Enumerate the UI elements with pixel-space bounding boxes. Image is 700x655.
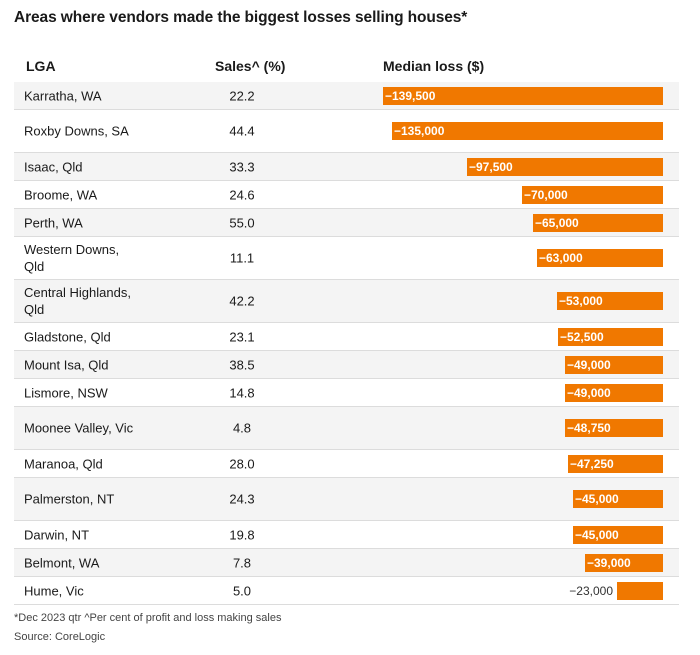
lga-name: Maranoa, Qld bbox=[24, 456, 103, 471]
sales-value: 44.4 bbox=[229, 123, 255, 139]
table-row: Moonee Valley, Vic 4.8 −48,750 bbox=[14, 407, 679, 450]
sales-value: 7.8 bbox=[232, 555, 252, 570]
table-row: Belmont, WA 7.8 −39,000 bbox=[14, 549, 679, 577]
sales-value: 24.3 bbox=[229, 491, 255, 507]
lga-name: Palmerston, NT bbox=[24, 491, 115, 507]
source-note: Source: CoreLogic bbox=[14, 631, 106, 643]
table-row: Roxby Downs, SA 44.4 −135,000 bbox=[14, 110, 679, 153]
loss-label: −70,000 bbox=[524, 187, 568, 202]
sales-value: 19.8 bbox=[229, 527, 255, 542]
loss-label: −23,000 bbox=[569, 583, 613, 598]
table-body: Karratha, WA 22.2 −139,500 Roxby Downs, SA 4… bbox=[14, 82, 679, 605]
lga-name: Karratha, WA bbox=[24, 88, 102, 103]
loss-bar bbox=[617, 581, 663, 600]
loss-bar: −139,500 bbox=[383, 86, 663, 105]
sales-value: 11.1 bbox=[229, 250, 255, 266]
loss-bar: −48,750 bbox=[565, 419, 663, 437]
table-row: Lismore, NSW 14.8 −49,000 bbox=[14, 379, 679, 407]
lga-name: Belmont, WA bbox=[24, 555, 100, 570]
loss-label: −45,000 bbox=[575, 492, 619, 506]
sales-value: 4.8 bbox=[232, 420, 252, 436]
table-row: Broome, WA 24.6 −70,000 bbox=[14, 181, 679, 209]
lga-name: Western Downs, Qld bbox=[24, 242, 120, 274]
loss-bar: −63,000 bbox=[537, 249, 663, 267]
table-row: Western Downs, Qld 11.1 −63,000 bbox=[14, 237, 679, 280]
loss-label: −49,000 bbox=[567, 385, 611, 400]
table-row: Isaac, Qld 33.3 −97,500 bbox=[14, 153, 679, 181]
lga-name: Roxby Downs, SA bbox=[24, 123, 129, 139]
sales-value: 38.5 bbox=[229, 357, 255, 372]
lga-name: Broome, WA bbox=[24, 187, 98, 202]
loss-bar: −97,500 bbox=[467, 157, 663, 176]
sales-value: 23.1 bbox=[229, 329, 255, 344]
sales-value: 5.0 bbox=[232, 583, 252, 598]
lga-name: Isaac, Qld bbox=[24, 159, 83, 174]
loss-label: −65,000 bbox=[535, 215, 579, 230]
table-row: Perth, WA 55.0 −65,000 bbox=[14, 209, 679, 237]
header-sales: Sales^ (%) bbox=[215, 58, 286, 74]
lga-name: Hume, Vic bbox=[24, 583, 84, 598]
loss-bar: −45,000 bbox=[573, 525, 663, 544]
sales-value: 55.0 bbox=[229, 215, 255, 230]
lga-name: Mount Isa, Qld bbox=[24, 357, 109, 372]
table-row: Karratha, WA 22.2 −139,500 bbox=[14, 82, 679, 110]
footnote: *Dec 2023 qtr ^Per cent of profit and lo… bbox=[14, 612, 282, 624]
loss-label: −45,000 bbox=[575, 527, 619, 542]
lga-name: Moonee Valley, Vic bbox=[24, 420, 134, 436]
table-header: LGA Sales^ (%) Median loss ($) bbox=[14, 50, 679, 84]
lga-name: Perth, WA bbox=[24, 215, 83, 230]
loss-label: −52,500 bbox=[560, 329, 604, 344]
loss-bar: −65,000 bbox=[533, 213, 663, 232]
sales-value: 28.0 bbox=[229, 456, 255, 471]
loss-label: −49,000 bbox=[567, 357, 611, 372]
loss-label: −47,250 bbox=[570, 456, 614, 471]
loss-label: −139,500 bbox=[385, 88, 436, 103]
chart-title: Areas where vendors made the biggest los… bbox=[14, 9, 468, 26]
loss-bar: −49,000 bbox=[565, 355, 663, 374]
loss-bar: −39,000 bbox=[585, 553, 663, 572]
loss-bar: −70,000 bbox=[522, 185, 663, 204]
loss-label: −48,750 bbox=[567, 421, 611, 435]
loss-label: −39,000 bbox=[587, 555, 631, 570]
sales-value: 24.6 bbox=[229, 187, 255, 202]
loss-label: −135,000 bbox=[394, 124, 445, 138]
header-lga: LGA bbox=[26, 58, 56, 74]
table-row: Mount Isa, Qld 38.5 −49,000 bbox=[14, 351, 679, 379]
table-row: Darwin, NT 19.8 −45,000 bbox=[14, 521, 679, 549]
loss-bar: −47,250 bbox=[568, 454, 663, 473]
lga-name: Gladstone, Qld bbox=[24, 329, 111, 344]
table-row: Gladstone, Qld 23.1 −52,500 bbox=[14, 323, 679, 351]
loss-label: −63,000 bbox=[539, 251, 583, 265]
table-row: Central Highlands, Qld 42.2 −53,000 bbox=[14, 280, 679, 323]
sales-value: 22.2 bbox=[229, 88, 255, 103]
loss-bar: −45,000 bbox=[573, 490, 663, 508]
loss-bar: −52,500 bbox=[558, 327, 663, 346]
header-median-loss: Median loss ($) bbox=[383, 58, 485, 74]
lga-name: Lismore, NSW bbox=[24, 385, 108, 400]
lga-name: Darwin, NT bbox=[24, 527, 90, 542]
loss-label: −97,500 bbox=[469, 159, 513, 174]
sales-value: 14.8 bbox=[229, 385, 255, 400]
sales-value: 33.3 bbox=[229, 159, 255, 174]
table-row: Palmerston, NT 24.3 −45,000 bbox=[14, 478, 679, 521]
sales-value: 42.2 bbox=[229, 293, 255, 309]
table-row: Hume, Vic 5.0 −23,000 bbox=[14, 577, 679, 605]
lga-name: Central Highlands, Qld bbox=[24, 285, 131, 317]
loss-bar: −53,000 bbox=[557, 292, 663, 310]
loss-label: −53,000 bbox=[559, 294, 603, 308]
loss-bar: −49,000 bbox=[565, 383, 663, 402]
loss-bar: −135,000 bbox=[392, 122, 663, 140]
table-row: Maranoa, Qld 28.0 −47,250 bbox=[14, 450, 679, 478]
